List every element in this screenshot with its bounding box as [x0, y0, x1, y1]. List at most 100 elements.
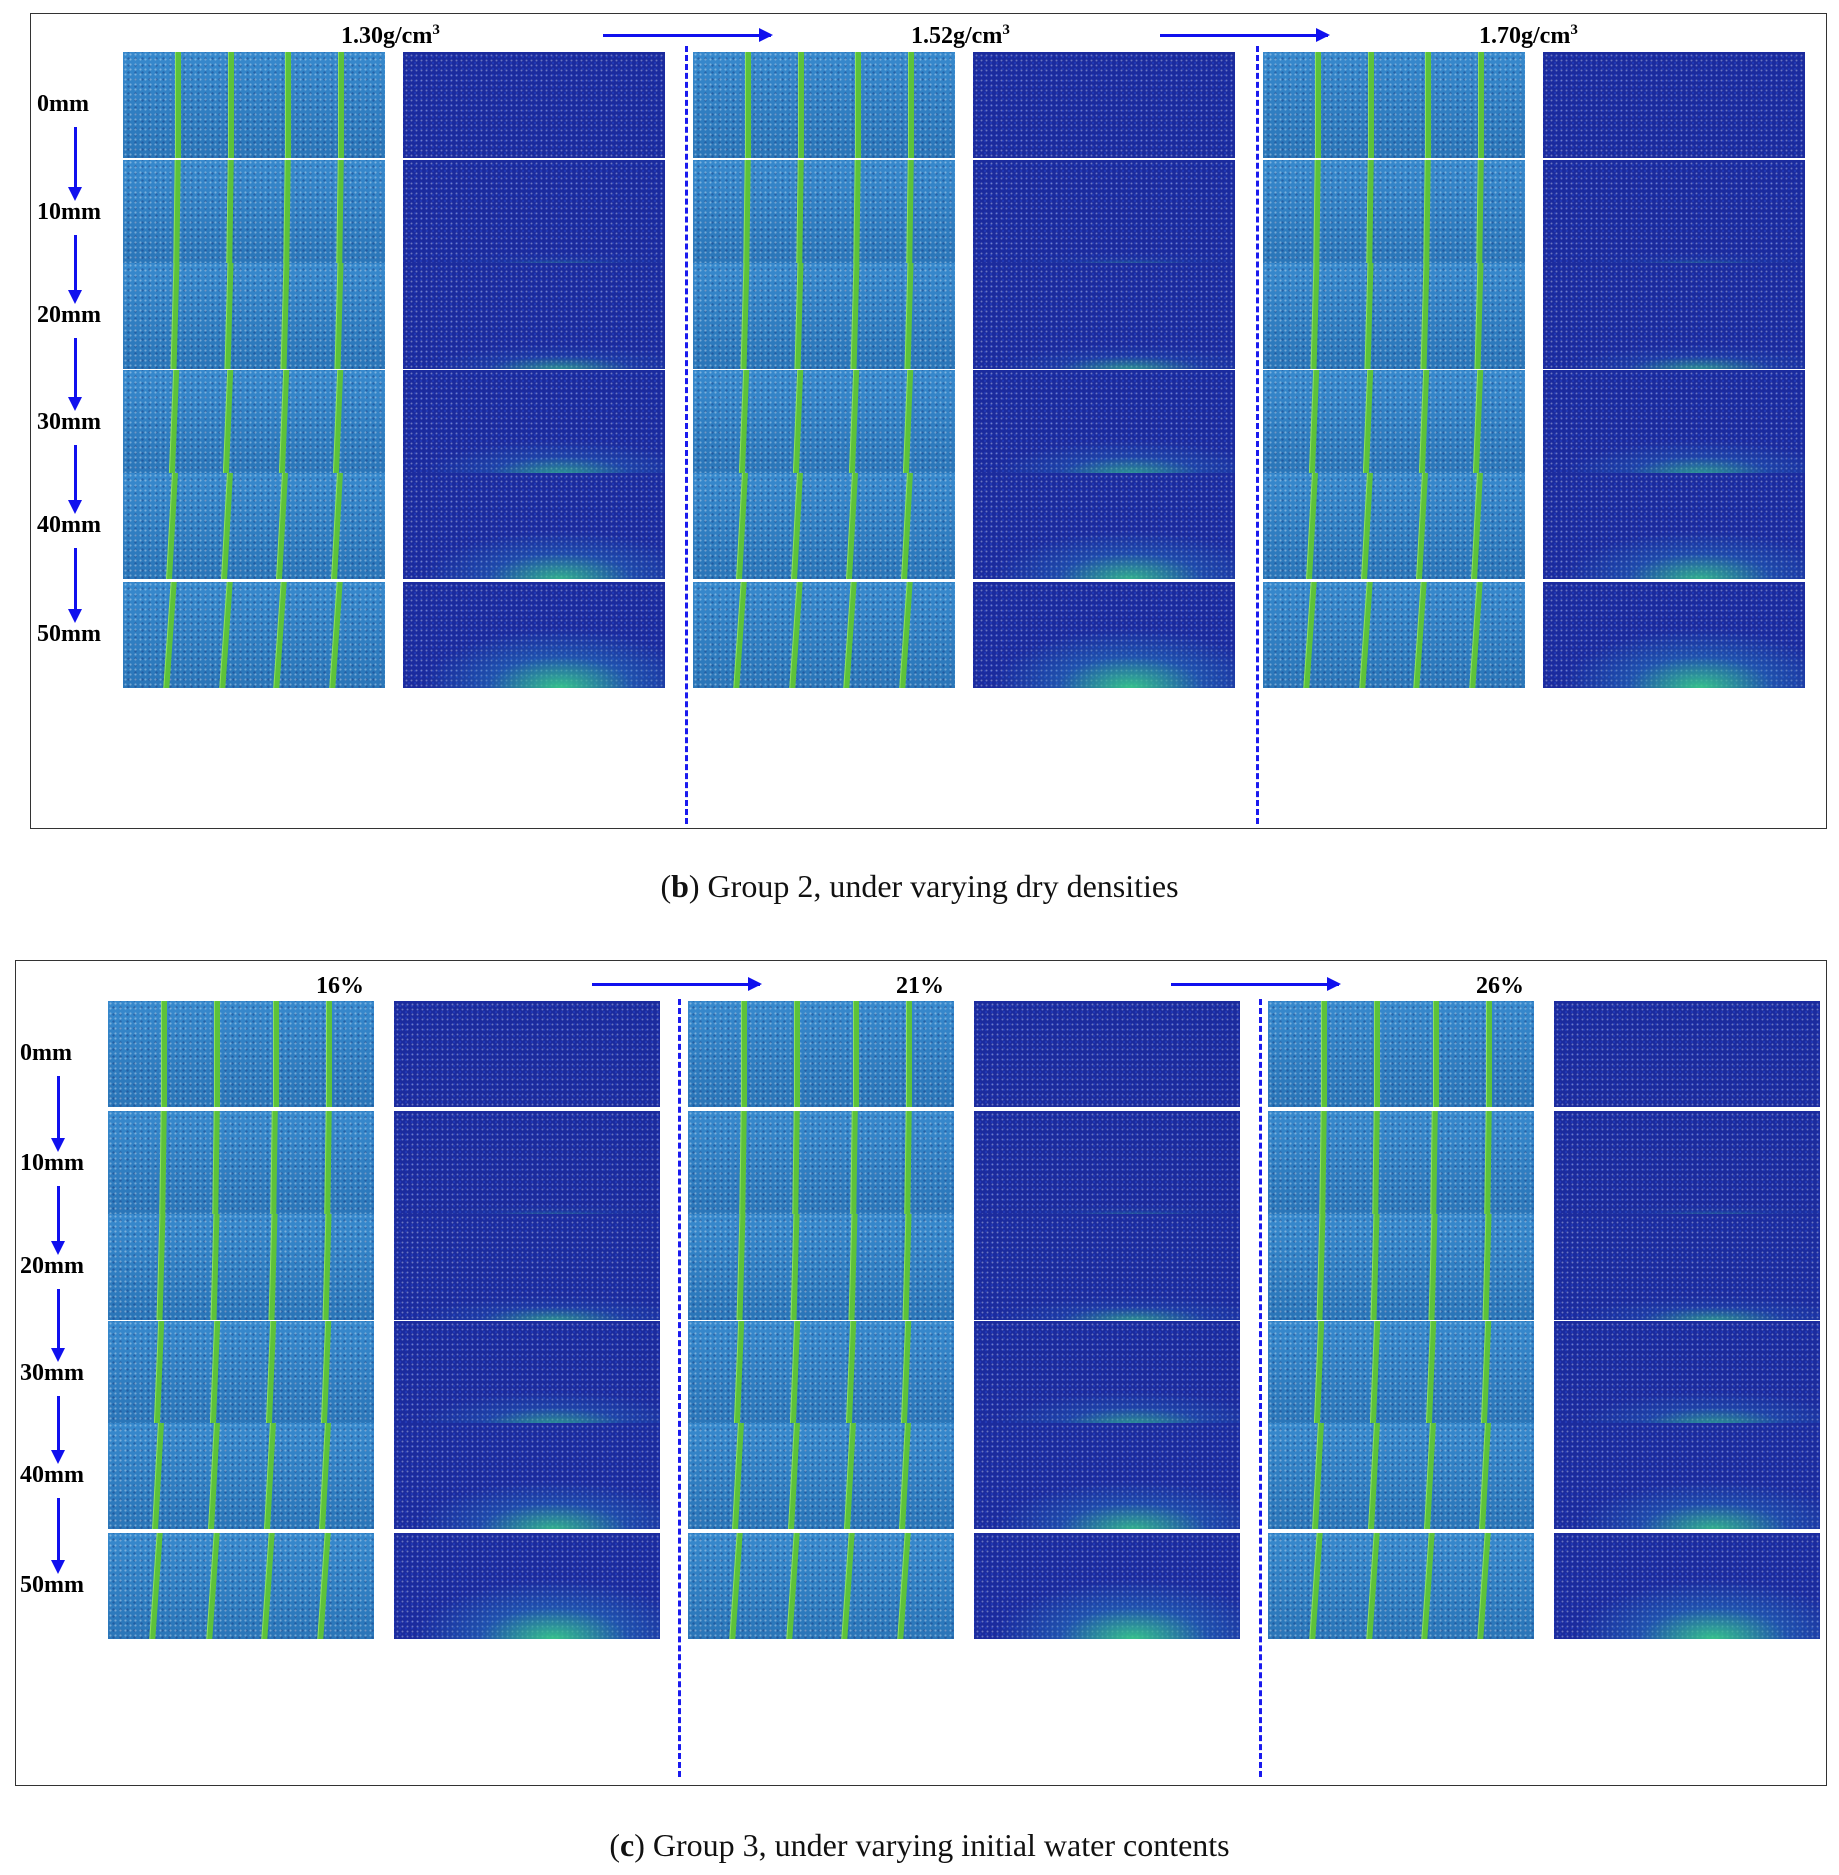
figure-caption-b: (b) Group 2, under varying dry densities — [660, 868, 1179, 904]
force-concentration-zone — [974, 1379, 1240, 1427]
marker-line — [1313, 160, 1321, 266]
displacement-snapshot — [1263, 160, 1525, 266]
marker-line — [1474, 263, 1484, 369]
force-chain-snapshot — [394, 1423, 660, 1529]
force-concentration-zone — [974, 1288, 1240, 1320]
marker-line — [1477, 52, 1484, 158]
marker-line — [734, 1321, 745, 1427]
marker-line — [897, 1533, 912, 1639]
marker-line — [906, 1001, 913, 1107]
marker-line — [270, 1111, 279, 1217]
marker-line — [158, 1111, 167, 1217]
marker-line — [797, 52, 804, 158]
displacement-snapshot — [693, 473, 955, 579]
force-concentration-zone — [394, 1559, 660, 1639]
force-chain-snapshot — [1554, 1001, 1820, 1107]
marker-line — [214, 1001, 221, 1107]
down-arrow — [51, 1289, 65, 1362]
marker-line — [907, 52, 914, 158]
marker-line — [1481, 1321, 1492, 1427]
force-concentration-zone — [1543, 250, 1805, 266]
progression-arrow-right — [603, 28, 773, 42]
marker-line — [1425, 52, 1432, 158]
down-arrow — [51, 1498, 65, 1574]
marker-line — [906, 160, 914, 266]
marker-line — [852, 1001, 859, 1107]
row-label-displacement: 0mm — [20, 1040, 72, 1066]
force-concentration-zone — [394, 1379, 660, 1427]
marker-line — [151, 1423, 164, 1529]
displacement-snapshot — [688, 1001, 954, 1107]
force-concentration-zone — [394, 1201, 660, 1217]
displacement-snapshot — [1263, 582, 1525, 688]
column-header-1: 1.30g/cm3 — [341, 22, 440, 49]
marker-line — [226, 160, 234, 266]
marker-line — [324, 1111, 332, 1217]
displacement-snapshot — [123, 473, 385, 579]
marker-line — [326, 1001, 333, 1107]
marker-line — [276, 473, 288, 579]
figure-panel-b: 1.30g/cm3 1.52g/cm3 1.70g/cm3 0mm 10mm 20m… — [30, 13, 1827, 829]
marker-line — [841, 1533, 855, 1639]
marker-line — [1423, 1423, 1436, 1529]
marker-line — [261, 1533, 275, 1639]
marker-line — [1374, 1001, 1381, 1107]
marker-line — [1369, 1321, 1380, 1427]
marker-line — [227, 52, 234, 158]
marker-line — [1367, 1423, 1380, 1529]
row-label-displacement: 30mm — [37, 409, 101, 435]
marker-line — [1484, 1111, 1492, 1217]
marker-line — [1315, 52, 1322, 158]
row-label-displacement: 40mm — [37, 512, 101, 538]
marker-line — [168, 370, 179, 476]
marker-line — [1482, 1214, 1492, 1320]
displacement-snapshot — [1263, 263, 1525, 369]
marker-line — [855, 52, 862, 158]
force-concentration-zone — [1554, 1559, 1820, 1639]
marker-line — [733, 582, 748, 688]
marker-line — [785, 1533, 800, 1639]
marker-line — [161, 1001, 168, 1107]
marker-line — [321, 1321, 332, 1427]
force-concentration-zone — [403, 250, 665, 266]
marker-line — [1365, 1533, 1380, 1639]
marker-line — [212, 1111, 221, 1217]
row-label-displacement: 50mm — [20, 1572, 84, 1598]
force-chain-snapshot — [1543, 370, 1805, 476]
marker-line — [1432, 1001, 1439, 1107]
progression-arrow-right — [1171, 977, 1341, 991]
marker-line — [1471, 473, 1483, 579]
marker-line — [332, 370, 344, 476]
marker-line — [850, 263, 860, 369]
marker-line — [285, 52, 292, 158]
displacement-snapshot — [108, 1423, 374, 1529]
marker-line — [149, 1533, 163, 1639]
marker-line — [272, 1001, 279, 1107]
force-concentration-zone — [1543, 428, 1805, 476]
marker-line — [792, 1111, 801, 1217]
marker-line — [319, 1423, 332, 1529]
force-concentration-zone — [1554, 1379, 1820, 1427]
marker-line — [848, 1214, 858, 1320]
marker-line — [1370, 1214, 1380, 1320]
row-label-displacement: 10mm — [20, 1150, 84, 1176]
marker-line — [745, 52, 752, 158]
displacement-snapshot — [123, 263, 385, 369]
marker-line — [792, 370, 804, 476]
row-label-displacement: 20mm — [37, 302, 101, 328]
force-chain-snapshot — [394, 1001, 660, 1107]
down-arrow — [51, 1396, 65, 1464]
marker-line — [899, 582, 913, 688]
displacement-snapshot — [1268, 1111, 1534, 1217]
marker-line — [156, 1214, 166, 1320]
displacement-snapshot — [688, 1423, 954, 1529]
progression-arrow-right — [1160, 28, 1330, 42]
marker-line — [738, 1111, 747, 1217]
marker-line — [741, 1001, 748, 1107]
marker-line — [731, 1423, 744, 1529]
column-header-2: 21% — [896, 973, 944, 999]
marker-line — [1418, 370, 1429, 476]
row-label-displacement: 50mm — [37, 621, 101, 647]
marker-line — [843, 582, 858, 688]
marker-line — [789, 582, 803, 688]
